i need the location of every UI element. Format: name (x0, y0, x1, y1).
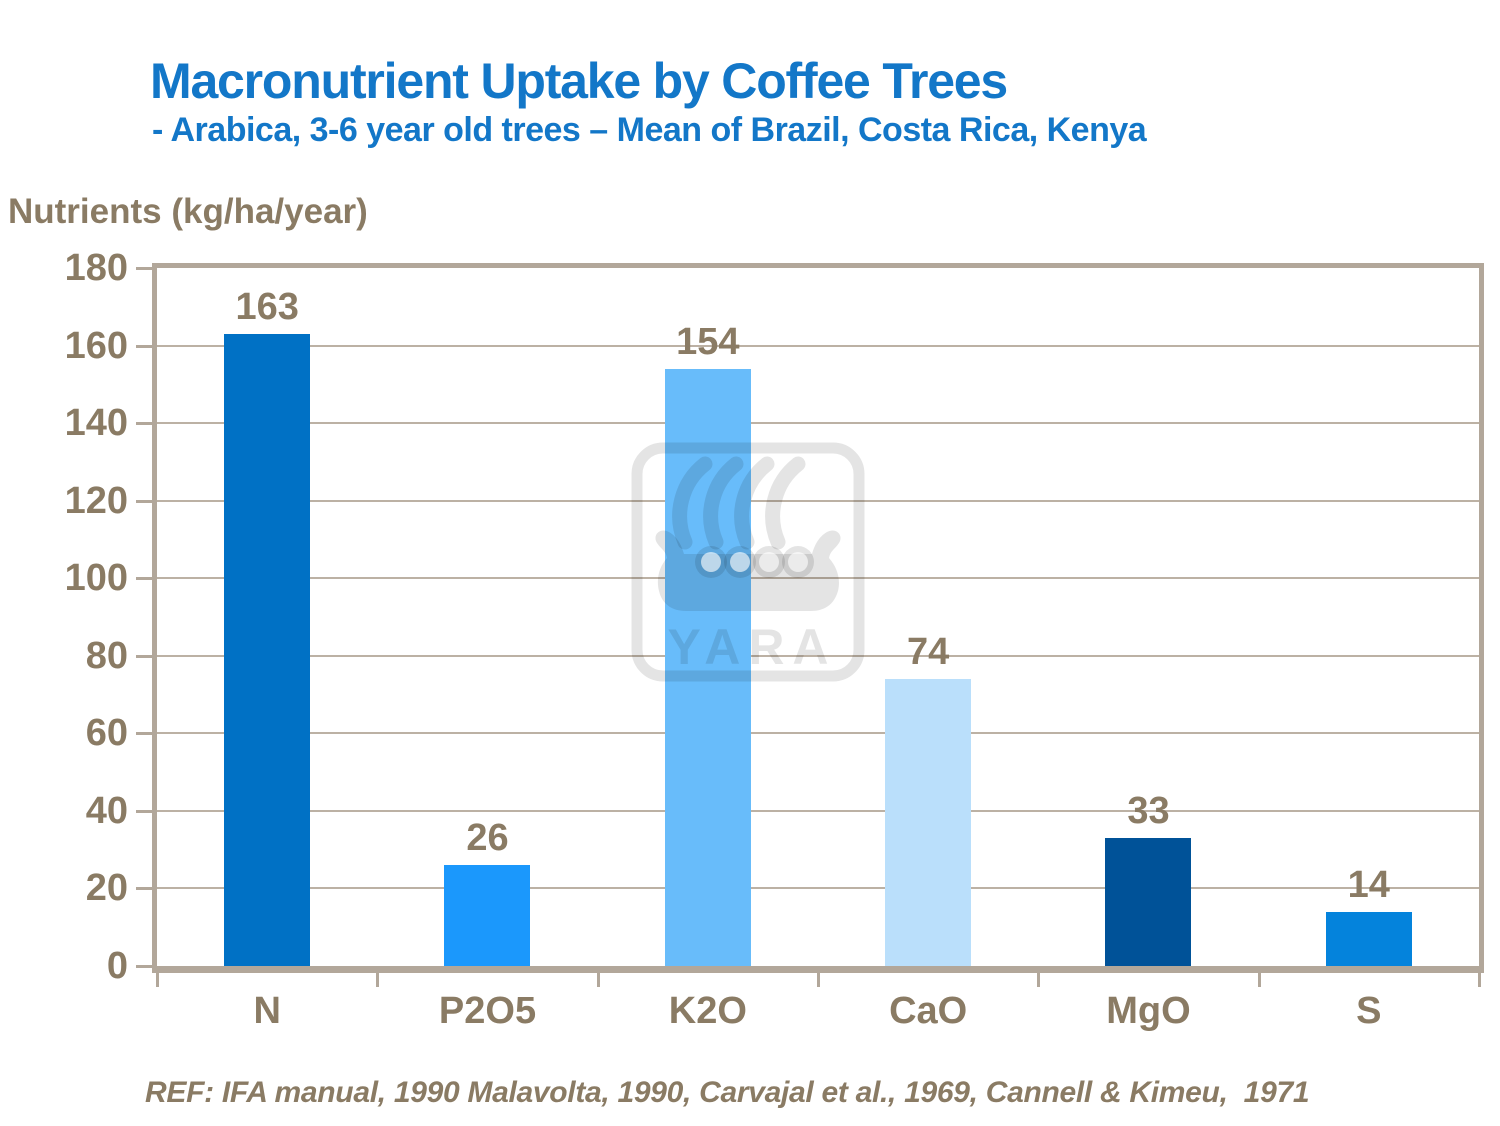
bar-value-label: 33 (1127, 790, 1170, 833)
y-tick-mark (136, 654, 152, 658)
bar-slot: 154 (598, 268, 818, 966)
y-tick-mark (136, 887, 152, 891)
y-axis-title: Nutrients (kg/ha/year) (8, 192, 368, 231)
watermark-text: YARA (667, 619, 836, 675)
x-category-label: CaO (889, 990, 968, 1032)
gridline (157, 654, 1479, 657)
bar-K2O (664, 368, 751, 966)
bar-value-label: 74 (907, 631, 950, 674)
y-tick-mark (136, 809, 152, 813)
y-tick-mark (136, 344, 152, 348)
y-tick-mark (136, 267, 152, 270)
bar-slot: 14 (1259, 268, 1479, 966)
y-tick-label: 60 (85, 712, 128, 755)
x-category-label: K2O (668, 990, 747, 1032)
bar-MgO (1105, 838, 1192, 966)
yara-logo-watermark: YARA (631, 442, 865, 682)
x-tick-mark (596, 973, 600, 987)
bar-slot: 163 (157, 268, 377, 966)
gridline (157, 887, 1479, 890)
x-tick-mark (1257, 973, 1261, 987)
bar-CaO (885, 679, 972, 966)
x-tick-mark (1037, 973, 1041, 987)
gridline (157, 344, 1479, 347)
y-tick-label: 160 (64, 324, 128, 367)
bar-N (224, 333, 311, 966)
bar-value-label: 14 (1347, 863, 1390, 906)
gridline (157, 809, 1479, 812)
x-tick-mark (1478, 973, 1481, 987)
y-tick-label: 0 (106, 945, 128, 987)
y-tick-mark (136, 499, 152, 503)
x-tick-mark (156, 973, 159, 987)
y-tick-label: 40 (85, 789, 128, 832)
y-tick-label: 120 (64, 479, 128, 522)
chart-subtitle: - Arabica, 3-6 year old trees – Mean of … (152, 111, 1147, 149)
y-tick-label: 80 (85, 634, 128, 677)
gridline (157, 577, 1479, 580)
y-tick-label: 20 (85, 867, 128, 910)
x-category-label: MgO (1106, 990, 1191, 1032)
ship-sail-arcs-icon (672, 456, 806, 550)
ship-hull-icon (655, 530, 841, 611)
bar-value-label: 26 (466, 817, 509, 860)
bar-P2O5 (444, 865, 531, 966)
y-tick-label: 100 (64, 557, 128, 600)
plot-area: YARA 163 26 154 74 33 14 (152, 263, 1484, 973)
bar-S (1325, 911, 1412, 966)
y-tick-label: 180 (64, 247, 128, 289)
bar-slot: 74 (818, 268, 1038, 966)
x-tick-mark (817, 973, 820, 987)
bar-slot: 33 (1038, 268, 1258, 966)
bar-slot: 26 (377, 268, 597, 966)
reference-text: REF: IFA manual, 1990 Malavolta, 1990, C… (145, 1076, 1310, 1109)
bar-value-label: 154 (676, 320, 740, 363)
bar-value-label: 163 (235, 285, 299, 328)
gridline (157, 422, 1479, 425)
y-tick-mark (136, 732, 152, 736)
gridline (157, 499, 1479, 502)
ship-shields-icon (695, 546, 814, 578)
y-tick-mark (136, 965, 152, 968)
x-category-label: N (253, 990, 281, 1032)
y-tick-mark (136, 577, 152, 581)
x-category-label: S (1356, 990, 1382, 1032)
gridline (157, 732, 1479, 735)
chart-title: Macronutrient Uptake by Coffee Trees (150, 53, 1008, 109)
watermark-frame (631, 442, 865, 682)
x-category-label: P2O5 (438, 990, 537, 1032)
y-tick-label: 140 (64, 402, 128, 445)
x-tick-mark (376, 973, 380, 987)
y-tick-mark (136, 422, 152, 426)
